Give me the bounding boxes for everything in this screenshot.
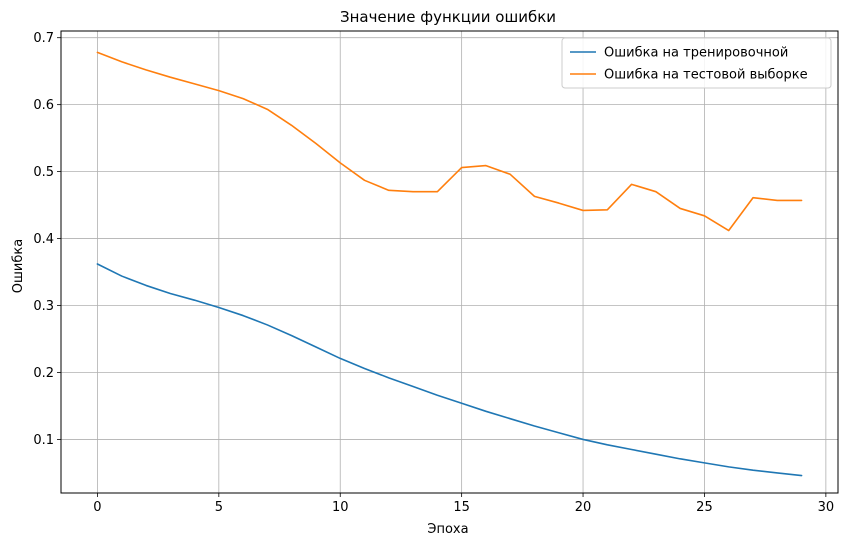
x-tick-label: 5: [215, 500, 223, 515]
x-tick-label: 0: [93, 500, 101, 515]
legend-label-1: Ошибка на тренировочной: [604, 46, 788, 61]
legend: Ошибка на тренировочной Ошибка на тестово…: [561, 37, 832, 89]
y-tick-label: 0.3: [33, 299, 54, 314]
legend-box: [561, 37, 832, 89]
y-tick-label: 0.1: [33, 433, 54, 448]
x-axis-label: Эпоха: [427, 522, 468, 537]
y-tick-label: 0.6: [33, 98, 54, 113]
y-tick-label: 0.2: [33, 366, 54, 381]
legend-label-2: Ошибка на тестовой выборке: [604, 68, 808, 83]
plot-frame: [60, 30, 839, 494]
x-tick-label: 30: [818, 500, 835, 515]
series-line-2: [96, 51, 803, 232]
series-layer: [96, 51, 803, 477]
y-tick-label: 0.5: [33, 165, 54, 180]
x-tick-label: 25: [696, 500, 713, 515]
x-tick-label: 20: [575, 500, 592, 515]
y-tick-label: 0.4: [33, 232, 54, 247]
grid: [61, 31, 838, 493]
x-tick-label: 10: [332, 500, 349, 515]
series-line-1: [96, 263, 803, 477]
ticks: 0 5 10 15 20 25 30 0.1 0.2 0.3 0.4 0.5 0.6 0.7: [33, 31, 834, 515]
x-tick-label: 15: [453, 500, 470, 515]
y-axis-label: Ошибка: [11, 239, 26, 293]
chart-title: Значение функции ошибки: [340, 8, 556, 26]
y-tick-label: 0.7: [33, 31, 54, 46]
